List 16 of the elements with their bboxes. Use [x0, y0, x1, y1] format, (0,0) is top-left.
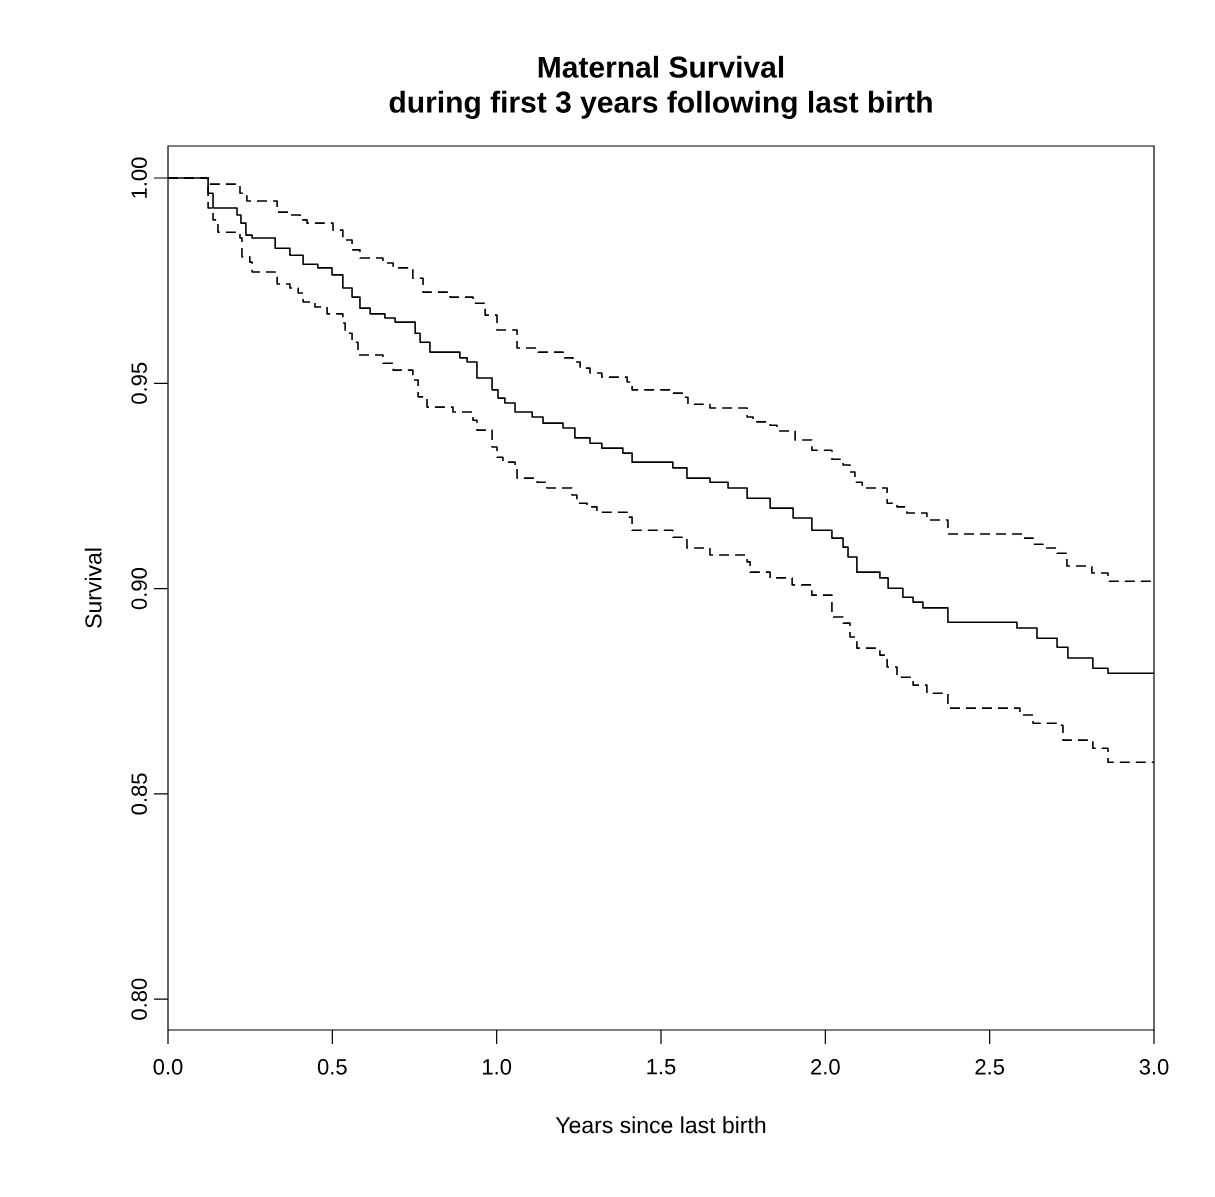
x-tick-label: 0.0	[153, 1059, 183, 1075]
y-axis-title: Survival	[84, 548, 102, 628]
x-tick-label: 2.5	[975, 1059, 1005, 1075]
y-tick-label: 0.95	[131, 362, 147, 404]
chart-title: Maternal Survival	[538, 55, 784, 78]
y-tick-label: 1.00	[131, 157, 147, 198]
x-tick-label: 2.0	[811, 1059, 840, 1075]
x-tick-label: 0.5	[317, 1059, 347, 1075]
x-tick-label: 1.0	[483, 1059, 512, 1075]
y-tick-label: 0.80	[131, 978, 147, 1020]
x-tick-label: 3.0	[1139, 1059, 1169, 1075]
y-tick-label: 0.85	[131, 773, 147, 815]
x-tick-label: 1.5	[647, 1059, 676, 1075]
x-axis-title: Years since last birth	[555, 1116, 766, 1134]
y-tick-label: 0.90	[131, 568, 147, 610]
chart-subtitle: during first 3 years following last birth	[389, 90, 932, 119]
